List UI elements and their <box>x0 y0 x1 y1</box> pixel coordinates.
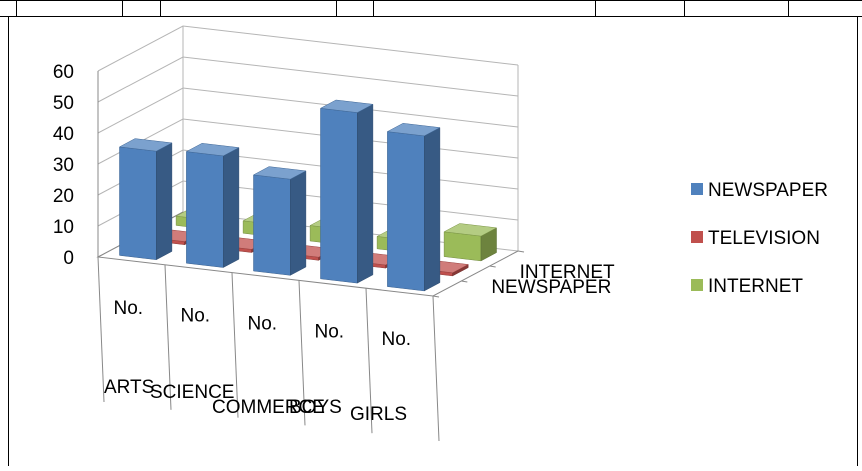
subcategory-label: No. <box>181 306 211 327</box>
legend-swatch <box>691 183 703 195</box>
y-tick-label: 30 <box>53 155 74 176</box>
chart-border <box>8 17 858 466</box>
category-label: COMMERCE <box>212 397 325 418</box>
y-tick-label: 50 <box>53 93 74 114</box>
legend-label: INTERNET <box>708 276 803 297</box>
y-tick-label: 10 <box>53 217 74 238</box>
category-label: GIRLS <box>350 404 407 425</box>
y-tick-label: 20 <box>53 186 74 207</box>
table-fragment <box>0 0 862 17</box>
depth-tick <box>432 295 440 298</box>
legend-label: NEWSPAPER <box>708 180 828 201</box>
bars <box>118 99 498 292</box>
subcategory-label: No. <box>248 314 278 335</box>
depth-label: INTERNET <box>520 262 615 283</box>
bar-newspaper-girls <box>386 123 441 292</box>
category-divider <box>231 272 239 418</box>
category-divider <box>432 295 440 442</box>
category-divider <box>298 280 306 426</box>
depth-tick <box>461 280 468 283</box>
subcategory-label: No. <box>114 298 144 319</box>
category-label: SCIENCE <box>150 382 234 403</box>
depth-label: NEWSPAPER <box>491 277 611 298</box>
subcategory-label: No. <box>315 321 345 342</box>
gridline-60 <box>97 25 519 72</box>
bar-newspaper-arts <box>118 138 173 261</box>
bar-newspaper-commerce <box>252 166 307 276</box>
category-divider <box>365 288 373 434</box>
y-tick-label: 60 <box>53 62 74 83</box>
legend: NEWSPAPER TELEVISION INTERNET <box>691 180 828 297</box>
y-tick-label: 0 <box>63 248 74 269</box>
legend-swatch <box>691 279 703 291</box>
depth-tick <box>489 265 496 268</box>
legend-swatch <box>691 231 703 243</box>
bar-internet-girls <box>443 223 498 262</box>
subcategory-label: No. <box>382 329 412 350</box>
bar-newspaper-science <box>185 143 240 268</box>
category-label: BOYS <box>289 397 342 418</box>
category-divider <box>97 256 105 403</box>
axes <box>96 71 525 442</box>
category-divider <box>164 264 172 410</box>
legend-label: TELEVISION <box>708 228 820 249</box>
gridline-50 <box>97 56 519 103</box>
gridline-40 <box>97 87 519 134</box>
depth-tick <box>517 250 525 253</box>
bar-newspaper-boys <box>319 99 374 284</box>
y-tick-label: 40 <box>53 124 74 145</box>
category-label: ARTS <box>104 377 154 398</box>
